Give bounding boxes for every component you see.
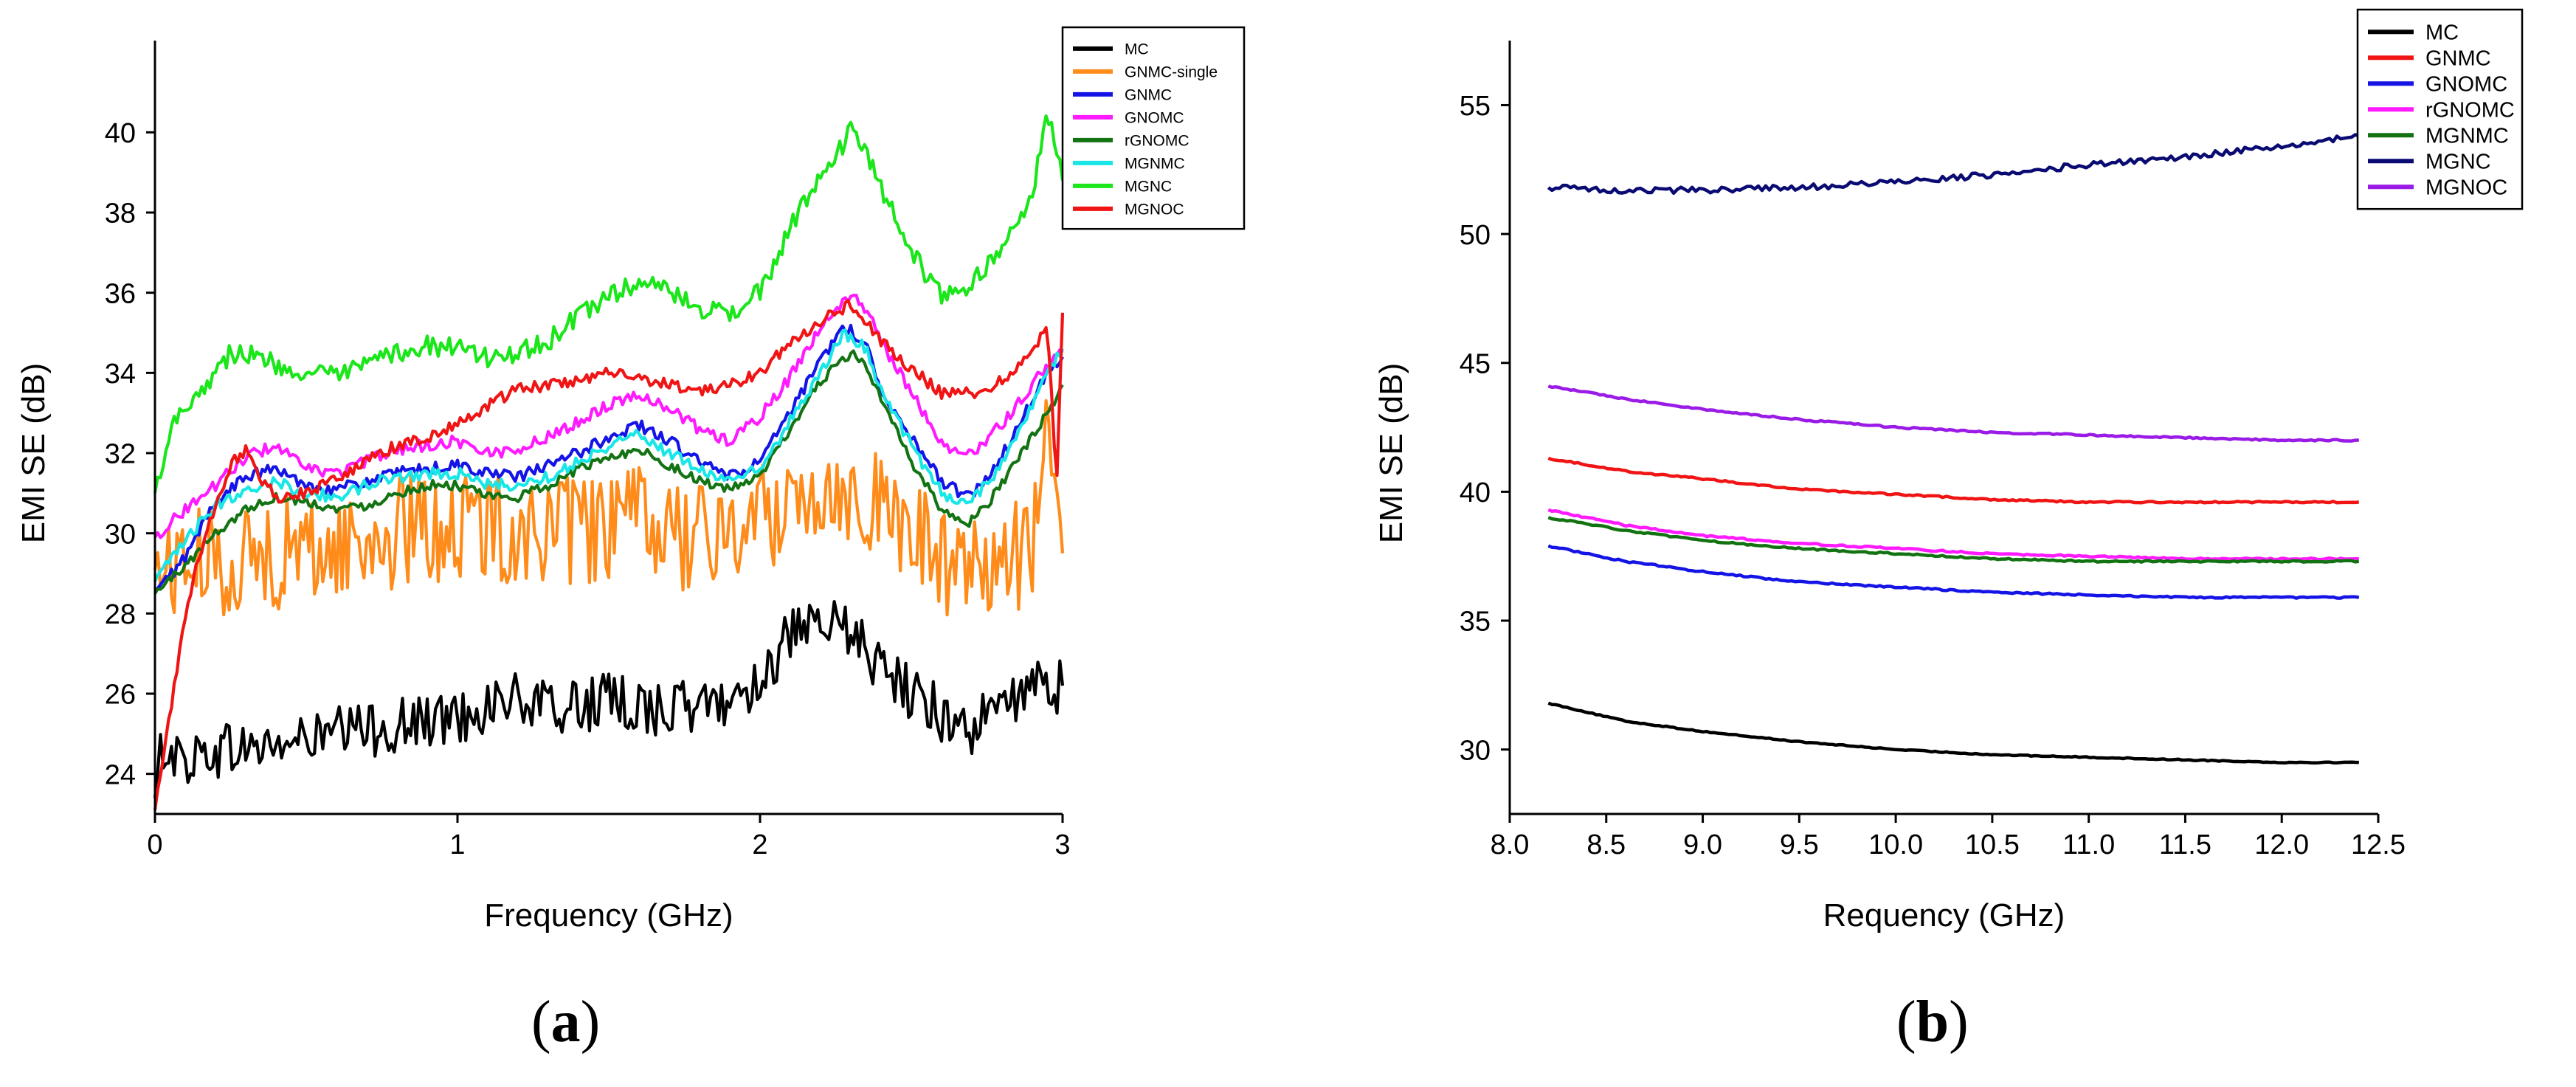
legend-label: rGNOMC: [2425, 99, 2515, 122]
legend-label: MGNC: [1125, 178, 1172, 195]
y-tick-label: 40: [105, 118, 136, 149]
chart-b-axes: 8.0 8.5 9.0 9.5 10.0 10.5 11.0 11.5 12.0 12.5 30 35…: [1373, 41, 2406, 934]
x-axis-label: Frequency (GHz): [484, 897, 733, 934]
legend-label: GNMC: [1125, 86, 1172, 103]
chart-a-axes: 0 1 2 3 24 26 28 30 32 34 36 38 40 Frequency (GHz) EMI…: [15, 41, 1071, 934]
series-line-mgnoc: [1547, 384, 2359, 443]
chart-b-series-group: [1547, 133, 2360, 765]
legend-label: rGNOMC: [1125, 132, 1189, 149]
legend-label: MGNOC: [2425, 176, 2507, 200]
series-line-mgnc: [1547, 133, 2360, 196]
series-line-mgnmc: [1547, 516, 2360, 564]
series-line-gnomc: [153, 294, 1064, 539]
y-tick-label: 36: [105, 278, 136, 309]
y-tick-label: 40: [1460, 477, 1491, 508]
y-tick-label: 32: [105, 439, 136, 470]
y-tick-label: 50: [1460, 220, 1491, 251]
x-tick-label: 10.0: [1868, 829, 1923, 860]
legend-label: GNOMC: [1125, 109, 1184, 126]
series-line-gnmc-single: [153, 398, 1065, 617]
y-tick-label: 24: [105, 759, 136, 790]
legend-label: MC: [1125, 41, 1149, 58]
x-tick-label: 0: [147, 829, 162, 860]
series-line-mc: [1547, 701, 2359, 765]
y-axis-label: EMI SE (dB): [15, 363, 52, 544]
chart-a: 0 1 2 3 24 26 28 30 32 34 36 38 40 Frequency (GHz) EMI…: [15, 26, 1246, 934]
series-line-mgnc: [153, 114, 1065, 494]
series-line-gnomc: [1547, 544, 2360, 600]
y-tick-label: 45: [1460, 348, 1491, 379]
chart-a-legend: MC GNMC-single GNMC GNOMC rGNOMC MGNMC MGNC MGN…: [1061, 26, 1246, 230]
series-line-mc: [153, 600, 1065, 798]
x-tick-label: 8.0: [1491, 829, 1530, 860]
x-axis-label: Requency (GHz): [1823, 897, 2065, 934]
legend-label: MGNC: [2425, 151, 2491, 174]
y-tick-label: 30: [105, 519, 136, 550]
y-tick-label: 28: [105, 599, 136, 630]
x-tick-label: 10.5: [1965, 829, 2020, 860]
x-tick-label: 3: [1054, 829, 1070, 860]
x-tick-label: 12.5: [2351, 829, 2406, 860]
chart-b: 8.0 8.5 9.0 9.5 10.0 10.5 11.0 11.5 12.0 12.5 30 35…: [1373, 8, 2524, 934]
legend-label: MGNMC: [2425, 125, 2509, 148]
legend-box: [1061, 26, 1246, 230]
y-tick-label: 30: [1460, 735, 1491, 766]
series-line-gnmc: [1547, 456, 2360, 505]
y-tick-label: 34: [105, 359, 136, 390]
x-tick-label: 9.5: [1780, 829, 1819, 860]
y-tick-label: 35: [1460, 607, 1491, 638]
legend-label: GNOMC: [2425, 73, 2507, 97]
x-tick-label: 12.0: [2254, 829, 2309, 860]
legend-label: MGNMC: [1125, 155, 1185, 172]
y-axis-label: EMI SE (dB): [1373, 363, 1409, 544]
x-tick-label: 1: [449, 829, 465, 860]
y-tick-label: 26: [105, 680, 136, 711]
legend-label: GNMC-single: [1125, 63, 1218, 80]
x-tick-label: 2: [752, 829, 767, 860]
legend-label: GNMC: [2425, 47, 2491, 71]
legend-label: MGNOC: [1125, 201, 1184, 218]
series-line-mgnmc: [153, 328, 1064, 582]
legend-label: MC: [2425, 21, 2459, 45]
series-line-mgnoc: [153, 299, 1065, 810]
x-tick-label: 8.5: [1586, 829, 1626, 860]
x-tick-label: 9.0: [1683, 829, 1722, 860]
panel-label-b: (b): [1896, 990, 1969, 1055]
y-tick-label: 38: [105, 199, 136, 230]
y-tick-label: 55: [1460, 91, 1491, 122]
chart-a-series-group: [153, 114, 1065, 810]
series-line-rgnomc: [1547, 508, 2359, 562]
x-tick-label: 11.0: [2062, 829, 2115, 860]
panel-label-a: (a): [531, 990, 601, 1055]
x-tick-label: 11.5: [2159, 829, 2211, 860]
